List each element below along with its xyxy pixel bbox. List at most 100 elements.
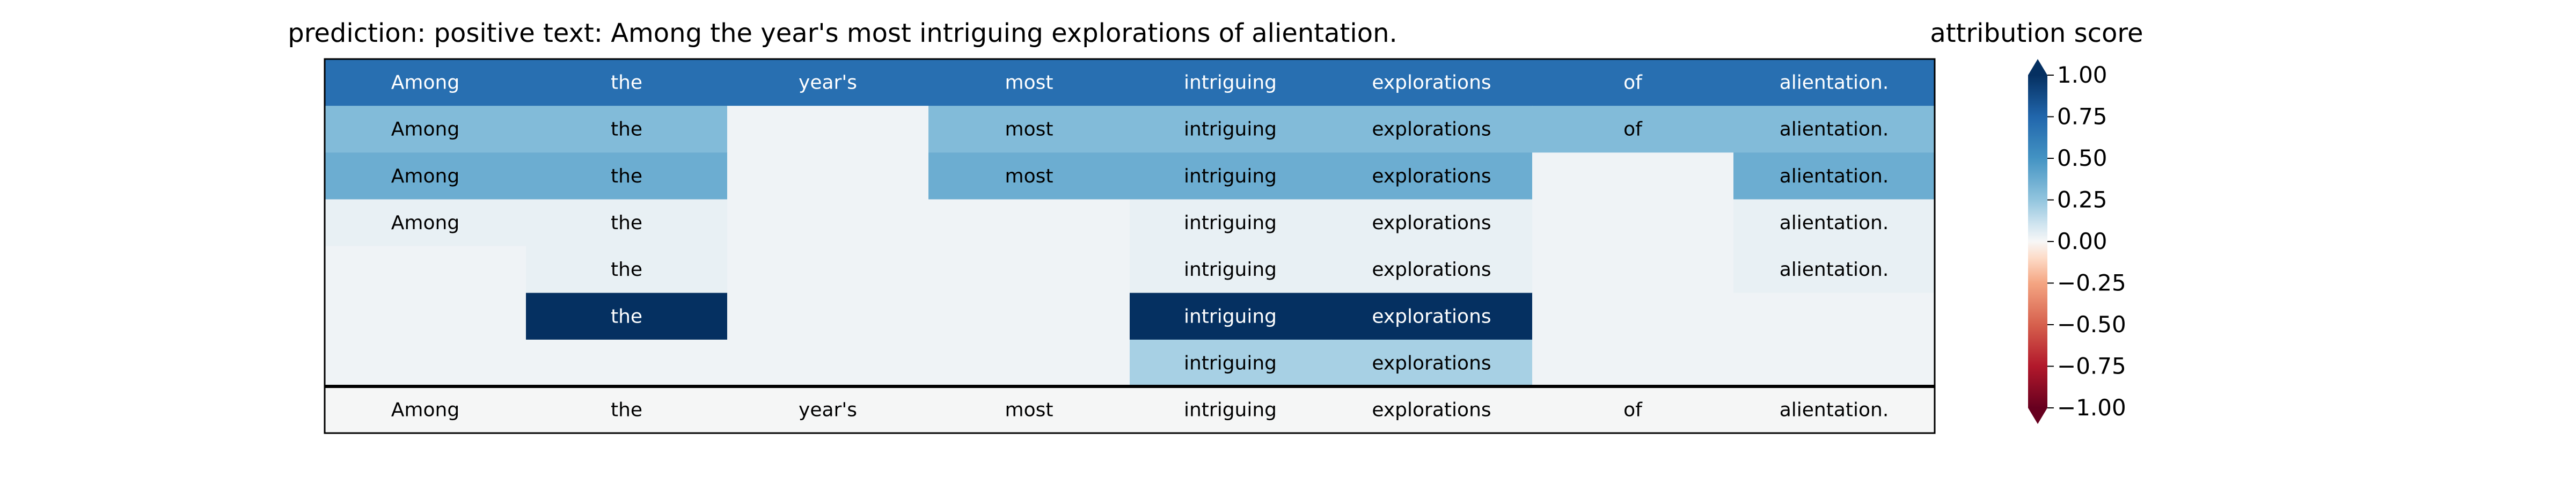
heatmap-cell: [1130, 246, 1331, 294]
heatmap-cell: [325, 199, 526, 247]
footer-token-row: Among the year's most intriguing explorations…: [325, 386, 1935, 433]
footer-token-label: explorations: [1372, 399, 1491, 421]
heatmap-cell: [1733, 292, 1935, 340]
cell-token-label: explorations: [1372, 212, 1491, 234]
colorbar-extend-min: [2028, 408, 2047, 424]
cell-token-label: alientation.: [1780, 165, 1889, 187]
heatmap-cell: [1733, 199, 1935, 247]
footer-token-label: Among: [391, 399, 459, 421]
heatmap-cell: [325, 292, 526, 340]
cell-token-label: intriguing: [1184, 72, 1277, 94]
cell-token-label: intriguing: [1184, 212, 1277, 234]
heatmap-cell: [1733, 59, 1935, 106]
heatmap-cell: [325, 106, 526, 153]
colorbar-tick-label: −0.25: [2057, 270, 2126, 296]
cell-token-label: the: [611, 259, 642, 281]
heatmap-cell: [526, 292, 728, 340]
heatmap-cell: [1130, 199, 1331, 247]
cell-token-label: Among: [391, 165, 459, 187]
heatmap-cell: [727, 106, 929, 153]
cell-token-label: the: [611, 119, 642, 141]
colorbar-tick-label: 1.00: [2057, 62, 2107, 88]
heatmap-cell: [1331, 152, 1533, 200]
heatmap-cell: [526, 246, 728, 294]
heatmap-cell: [526, 106, 728, 153]
cell-token-label: explorations: [1372, 72, 1491, 94]
footer-token-label: year's: [799, 399, 857, 421]
heatmap-cell: [928, 152, 1130, 200]
chart-title: prediction: positive text: Among the yea…: [288, 18, 1397, 48]
heatmap-cell: [727, 59, 929, 106]
heatmap-cell: [1733, 246, 1935, 294]
heatmap-cell: [1733, 339, 1935, 387]
cell-token-label: the: [611, 212, 642, 234]
heatmap-cell: [1532, 339, 1734, 387]
heatmap-cell: [727, 152, 929, 200]
footer-token-label: intriguing: [1184, 399, 1277, 421]
footer-token-label: of: [1623, 399, 1643, 421]
heatmap-cell: [526, 199, 728, 247]
cell-token-label: of: [1623, 72, 1643, 94]
heatmap-cell: [1130, 59, 1331, 106]
cell-token-label: the: [611, 72, 642, 94]
cell-token-label: alientation.: [1780, 72, 1889, 94]
cell-token-label: explorations: [1372, 119, 1491, 141]
heatmap-cell: [1733, 106, 1935, 153]
colorbar-tick-label: −1.00: [2057, 394, 2126, 421]
heatmap-cell: [1130, 106, 1331, 153]
heatmap-cell: [727, 292, 929, 340]
cell-token-label: explorations: [1372, 165, 1491, 187]
heatmap-cell: [325, 59, 526, 106]
heatmap-cell: [928, 339, 1130, 387]
colorbar-tick-label: 0.75: [2057, 104, 2107, 130]
cell-token-label: the: [611, 165, 642, 187]
heatmap-cell: [1331, 59, 1533, 106]
footer-row-background: [325, 386, 1935, 433]
heatmap-cell: [1532, 199, 1734, 247]
colorbar: [2028, 75, 2047, 408]
heatmap-cell: [1331, 292, 1533, 340]
heatmap-cells: Among the year's most intriguing explorations…: [325, 59, 1935, 387]
colorbar-tick-label: 0.50: [2057, 145, 2107, 171]
cell-token-label: Among: [391, 212, 459, 234]
cell-token-label: the: [611, 305, 642, 327]
colorbar-extend-max: [2028, 59, 2047, 75]
heatmap-cell: [1130, 292, 1331, 340]
heatmap-cell: [526, 59, 728, 106]
cell-token-label: intriguing: [1184, 165, 1277, 187]
cell-token-label: intriguing: [1184, 119, 1277, 141]
cell-token-label: alientation.: [1780, 259, 1889, 281]
heatmap-cell: [1532, 246, 1734, 294]
heatmap-cell: [1733, 152, 1935, 200]
heatmap-cell: [1130, 152, 1331, 200]
cell-token-label: Among: [391, 72, 459, 94]
cell-token-label: alientation.: [1780, 212, 1889, 234]
heatmap-cell: [928, 292, 1130, 340]
heatmap-cell: [727, 199, 929, 247]
cell-token-label: most: [1005, 72, 1053, 94]
heatmap-cell: [325, 339, 526, 387]
heatmap-cell: [928, 199, 1130, 247]
heatmap-cell: [526, 152, 728, 200]
heatmap-cell: [928, 59, 1130, 106]
footer-token-label: the: [611, 399, 642, 421]
cell-token-label: Among: [391, 119, 459, 141]
cell-token-label: intriguing: [1184, 259, 1277, 281]
heatmap-cell: [1130, 339, 1331, 387]
heatmap-cell: [325, 246, 526, 294]
footer-token-label: most: [1005, 399, 1053, 421]
heatmap-cell: [727, 246, 929, 294]
cell-token-label: most: [1005, 119, 1053, 141]
cell-token-label: explorations: [1372, 259, 1491, 281]
cell-token-label: explorations: [1372, 352, 1491, 374]
colorbar-label: attribution score: [1930, 18, 2143, 48]
colorbar-tick-label: 0.25: [2057, 187, 2107, 213]
cell-token-label: alientation.: [1780, 119, 1889, 141]
heatmap-cell: [1532, 292, 1734, 340]
heatmap-cell: [1532, 152, 1734, 200]
cell-token-label: explorations: [1372, 305, 1491, 327]
cell-token-label: intriguing: [1184, 352, 1277, 374]
cell-token-label: most: [1005, 165, 1053, 187]
heatmap-cell: [928, 246, 1130, 294]
